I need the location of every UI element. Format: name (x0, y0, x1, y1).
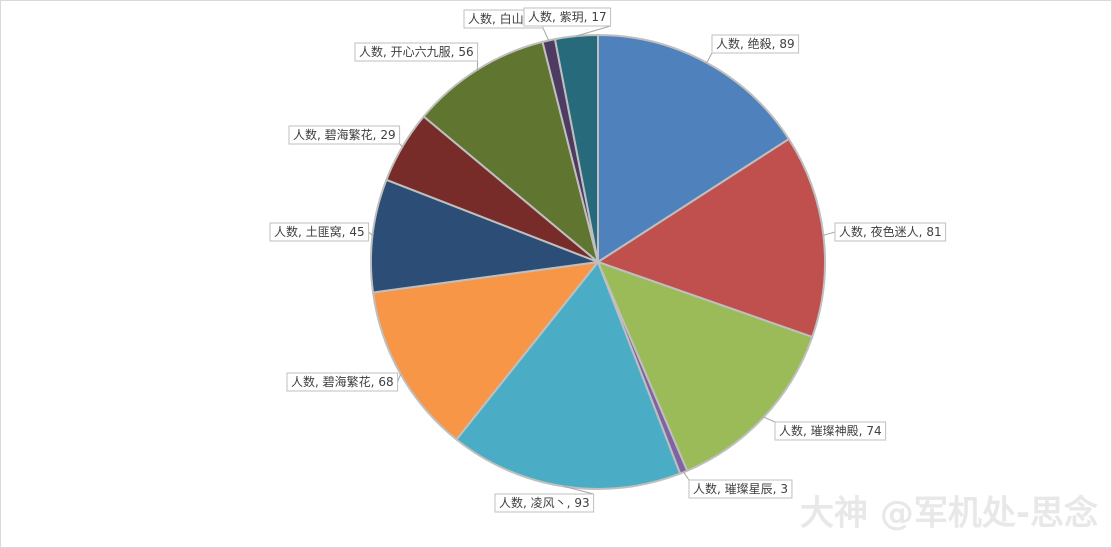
label-sep: , (773, 482, 781, 496)
label-value: 81 (926, 225, 941, 239)
label-value: 89 (779, 37, 794, 51)
label-series: 人数 (779, 423, 803, 438)
watermark: 大神 @军机处-思念 (800, 494, 1098, 534)
pie-slice (597, 33, 791, 264)
label-series: 人数 (716, 36, 740, 51)
leader-line (542, 27, 550, 41)
label-category: 土匪窝 (306, 224, 342, 239)
label-category: 夜色迷人 (871, 224, 919, 239)
label-box (711, 34, 800, 54)
label-text: 人数, 开心六九服, 56 (359, 44, 474, 59)
label-text: 人数, 凌风丶, 93 (499, 495, 590, 510)
data-label: 人数, 碧海繁花, 68 (286, 372, 402, 392)
label-series: 人数 (359, 44, 383, 59)
leader-line (576, 25, 611, 37)
leader-line (563, 485, 594, 495)
label-value: 74 (866, 424, 881, 438)
label-category: 白山 (500, 11, 524, 26)
label-sep: , (717, 482, 725, 496)
label-text: 人数, 碧海繁花, 68 (291, 374, 394, 389)
label-sep: , (383, 45, 391, 59)
label-series: 人数 (274, 224, 298, 239)
data-label: 人数, 开心六九服, 56 (354, 42, 479, 70)
data-label: 人数, 碧海繁花, 29 (288, 125, 403, 148)
data-label: 人数, 土匪窝, 45 (269, 222, 373, 242)
pie-slice (455, 260, 682, 490)
label-value: 45 (349, 225, 364, 239)
pie-slice (595, 137, 826, 339)
label-sep: , (803, 424, 811, 438)
label-sep: , (342, 225, 350, 239)
label-value: 93 (574, 496, 589, 510)
label-sep: , (315, 375, 323, 389)
label-box (269, 222, 370, 242)
label-text: 人数, 绝殺, 89 (716, 36, 795, 51)
label-series: 人数 (528, 9, 552, 24)
label-category: 绝殺 (748, 36, 772, 51)
label-sep: , (371, 375, 379, 389)
label-text: 人数, 夜色迷人, 81 (839, 224, 942, 239)
label-series: 人数 (839, 224, 863, 239)
label-category: 开心六九服 (391, 45, 451, 59)
leader-line (763, 416, 776, 423)
label-series: 人数 (291, 374, 315, 389)
label-box (286, 372, 399, 392)
data-label: 人数, 夜色迷人, 81 (823, 222, 947, 242)
label-category: 凌风丶 (531, 496, 567, 510)
label-category: 紫玥 (560, 10, 584, 24)
label-category: 碧海繁花 (323, 374, 371, 389)
label-sep: , (552, 10, 560, 24)
label-box (354, 42, 479, 62)
label-text: 人数, 璀璨神殿, 74 (779, 423, 882, 438)
label-series: 人数 (693, 481, 717, 496)
data-label: 人数, 紫玥, 17 (523, 7, 612, 37)
label-value: 3 (780, 482, 788, 496)
label-box (774, 421, 887, 441)
label-sep: , (772, 37, 780, 51)
label-box (288, 125, 401, 145)
label-value: 29 (380, 128, 395, 142)
label-sep: , (523, 496, 531, 510)
label-sep: , (567, 496, 575, 510)
leader-line (706, 52, 713, 63)
label-text: 人数, 土匪窝, 45 (274, 224, 365, 239)
label-text: 人数, 碧海繁花, 29 (293, 127, 396, 142)
label-category: 璀璨神殿 (811, 423, 859, 438)
label-sep: , (919, 225, 927, 239)
label-sep: , (740, 37, 748, 51)
leader-line (683, 471, 690, 481)
label-text: 人数, 紫玥, 17 (528, 9, 607, 24)
leader-line (368, 231, 373, 236)
label-series: 人数 (499, 495, 523, 510)
label-value: 17 (591, 10, 606, 24)
label-category: 碧海繁花 (325, 127, 373, 142)
label-value: 68 (378, 375, 393, 389)
label-text: 人数, 璀璨星辰, 3 (693, 481, 788, 496)
label-sep: , (859, 424, 867, 438)
label-box (834, 222, 947, 242)
leader-line (823, 231, 836, 236)
label-sep: , (298, 225, 306, 239)
pie-slice (553, 33, 599, 263)
label-series: 人数 (293, 127, 317, 142)
label-sep: , (492, 12, 500, 26)
data-label: 人数, 白山, 5 (463, 9, 550, 41)
label-sep: , (317, 128, 325, 142)
label-category: 璀璨星辰 (725, 481, 773, 496)
data-label: 人数, 璀璨神殿, 74 (763, 416, 887, 441)
label-box (688, 479, 793, 499)
label-box (494, 493, 595, 513)
label-sep: , (451, 45, 459, 59)
label-series: 人数 (468, 11, 492, 26)
label-sep: , (373, 128, 381, 142)
label-box (523, 7, 612, 27)
data-label: 人数, 璀璨星辰, 3 (683, 471, 793, 499)
label-sep: , (863, 225, 871, 239)
data-label: 人数, 绝殺, 89 (706, 34, 800, 63)
data-label: 人数, 凌风丶, 93 (494, 485, 595, 513)
label-sep: , (584, 10, 592, 24)
label-value: 56 (458, 45, 473, 59)
